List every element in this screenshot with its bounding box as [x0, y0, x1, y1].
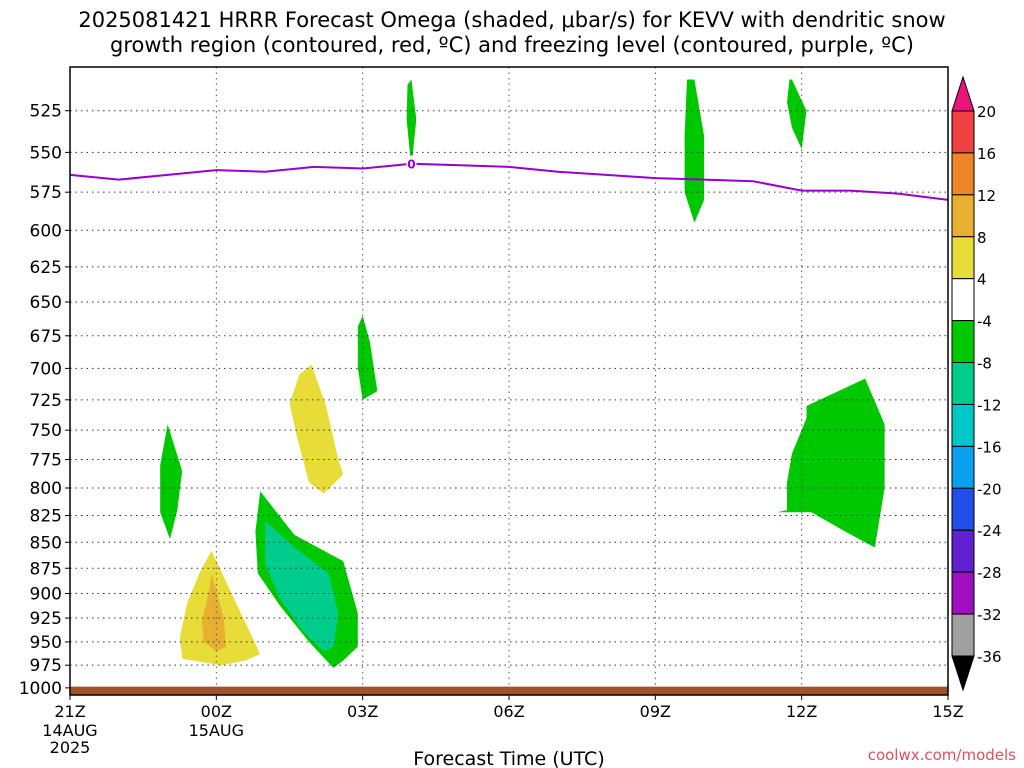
x-tick-label-06Z: 06Z: [493, 702, 524, 721]
omega-region-5: [160, 424, 183, 540]
freezing-level-line: [69, 162, 949, 201]
colorbar-label-6: -8: [977, 355, 992, 373]
y-tick-label-525: 525: [30, 102, 62, 122]
terrain-band: [70, 686, 948, 695]
colorbar-swatch-8: [951, 403, 975, 447]
y-tick-label-950: 950: [30, 633, 62, 653]
colorbar-swatch-12: [951, 571, 975, 615]
y-tick-label-800: 800: [30, 479, 62, 499]
y-tick-label-875: 875: [30, 559, 62, 579]
chart-title: 2025081421 HRRR Forecast Omega (shaded, …: [0, 8, 1024, 58]
x-tick-label-00Z: 00Z: [201, 702, 232, 721]
y-tick-label-600: 600: [30, 221, 62, 241]
colorbar-label-5: -4: [977, 313, 992, 331]
x-tick-label-15Z: 15Z: [932, 702, 963, 721]
freezing-level-label-bg: [406, 155, 417, 171]
x-tick-label-03Z: 03Z: [347, 702, 378, 721]
colorbar-swatch-1: [951, 110, 975, 154]
omega-region-1: [201, 573, 227, 652]
y-tick-label-550: 550: [30, 143, 62, 163]
omega-region-10: [777, 378, 885, 548]
x-tick-label-12Z: 12Z: [786, 702, 817, 721]
colorbar-label-0: 20: [977, 103, 996, 121]
chart-title-line1: 2025081421 HRRR Forecast Omega (shaded, …: [78, 8, 946, 32]
y-tick-label-750: 750: [30, 421, 62, 441]
colorbar-label-4: 4: [977, 271, 987, 289]
x-tick-label-09Z: 09Z: [640, 702, 671, 721]
colorbar-swatch-10: [951, 487, 975, 531]
x-tick-sublabel-00Z-0: 15AUG: [189, 721, 244, 740]
colorbar-label-11: -28: [977, 564, 1002, 582]
colorbar-swatch-7: [951, 362, 975, 405]
y-tick-label-675: 675: [30, 327, 62, 347]
colorbar-label-1: 16: [977, 145, 996, 163]
omega-region-4: [265, 521, 339, 652]
colorbar-label-3: 8: [977, 229, 987, 247]
omega-region-2: [289, 364, 344, 494]
colorbar-label-8: -16: [977, 438, 1002, 456]
omega-region-7: [406, 79, 417, 169]
y-tick-label-975: 975: [30, 656, 62, 676]
colorbar-swatch-11: [951, 529, 975, 573]
colorbar-label-2: 12: [977, 187, 996, 205]
colorbar-swatch-9: [951, 445, 975, 489]
y-tick-label-900: 900: [30, 584, 62, 604]
colorbar-bottom-arrow: [951, 655, 975, 692]
x-tick-sublabel-21Z-0: 14AUG: [42, 721, 97, 740]
y-tick-label-850: 850: [30, 533, 62, 553]
colorbar-label-10: -24: [977, 522, 1002, 540]
colorbar-label-12: -32: [977, 606, 1002, 624]
colorbar-swatch-6: [951, 320, 975, 364]
y-tick-label-625: 625: [30, 258, 62, 278]
colorbar-label-13: -36: [977, 648, 1002, 666]
x-tick-label-21Z: 21Z: [54, 702, 85, 721]
colorbar-swatch-3: [951, 194, 975, 238]
y-tick-label-775: 775: [30, 451, 62, 471]
omega-region-8: [684, 79, 705, 223]
colorbar-swatch-5: [951, 278, 975, 322]
colorbar-top-arrow: [951, 75, 975, 112]
y-tick-label-650: 650: [30, 293, 62, 313]
y-tick-label-725: 725: [30, 391, 62, 411]
y-tick-label-575: 575: [30, 183, 62, 203]
colorbar-label-7: -12: [977, 396, 1002, 414]
y-tick-label-825: 825: [30, 507, 62, 527]
chart-title-line2: growth region (contoured, red, ºC) and f…: [110, 33, 914, 57]
colorbar-label-9: -20: [977, 480, 1002, 498]
x-axis-label: Forecast Time (UTC): [413, 748, 604, 768]
colorbar-swatch-2: [951, 152, 975, 196]
omega-region-9: [787, 79, 807, 150]
y-tick-label-700: 700: [30, 359, 62, 379]
x-tick-sublabel-21Z-1: 2025: [50, 738, 91, 757]
freezing-level-label: 0: [407, 158, 415, 172]
watermark: coolwx.com/models: [867, 746, 1016, 764]
y-tick-label-925: 925: [30, 609, 62, 629]
colorbar-swatch-4: [951, 236, 975, 280]
colorbar-swatch-13: [951, 613, 975, 657]
y-tick-label-1000: 1000: [19, 679, 62, 699]
